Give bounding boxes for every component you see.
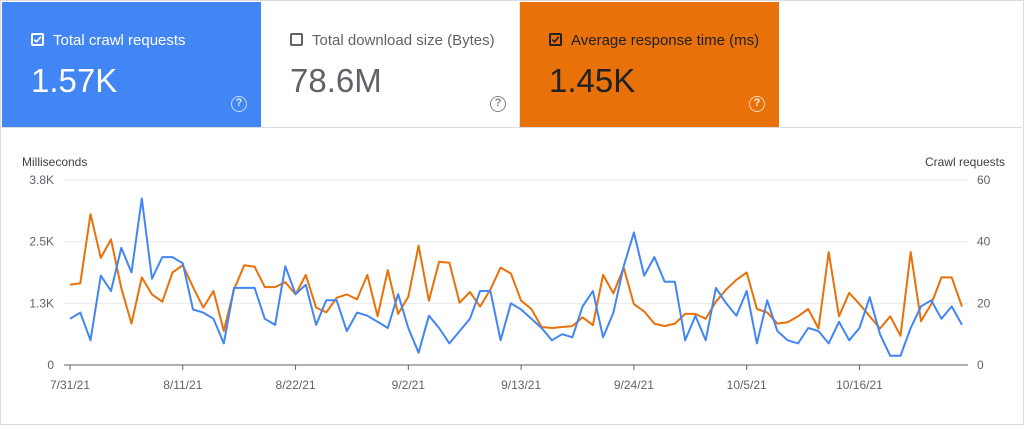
help-icon[interactable]: ? [490, 96, 506, 112]
chart-area: Milliseconds Crawl requests 0 1.3K 2.5K 3.8… [0, 128, 1024, 425]
left-tick-label: 2.5K [29, 235, 54, 249]
right-tick-label: 60 [977, 173, 991, 187]
tile-value: 78.6M [290, 62, 382, 99]
checkbox-unchecked-icon[interactable] [290, 33, 303, 46]
x-tick-label: 9/13/21 [501, 378, 541, 392]
tile-value: 1.45K [549, 62, 636, 99]
help-icon[interactable]: ? [749, 96, 765, 112]
metric-tiles: Total crawl requests 1.57K ? Total downl… [2, 2, 1022, 128]
x-tick-label: 9/2/21 [392, 378, 426, 392]
x-tick-label: 9/24/21 [614, 378, 654, 392]
x-tick-label: 10/5/21 [727, 378, 767, 392]
tile-label: Total download size (Bytes) [312, 32, 495, 49]
tile-label: Average response time (ms) [571, 32, 760, 49]
line-chart: 0 1.3K 2.5K 3.8K 0 20 40 60 7/31/21 8/11/21 8/22/2… [29, 173, 991, 392]
tile-total-download-size[interactable]: Total download size (Bytes) 78.6M ? [261, 2, 520, 127]
checkbox-checked-icon[interactable] [549, 33, 562, 46]
x-tick-label: 8/11/21 [163, 378, 202, 392]
series-line-response-time [69, 213, 963, 337]
tile-label: Total crawl requests [53, 32, 186, 49]
tile-total-crawl-requests[interactable]: Total crawl requests 1.57K ? [2, 2, 261, 127]
left-tick-label: 1.3K [29, 296, 54, 310]
tile-average-response-time[interactable]: Average response time (ms) 1.45K ? [520, 2, 779, 127]
tile-value: 1.57K [31, 62, 118, 99]
help-icon[interactable]: ? [231, 96, 247, 112]
left-tick-label: 0 [47, 358, 54, 372]
left-axis-title: Milliseconds [22, 155, 88, 169]
right-tick-label: 20 [977, 296, 991, 310]
checkbox-checked-icon[interactable] [31, 33, 44, 46]
right-tick-label: 40 [977, 235, 991, 249]
series-line-crawl-requests [69, 197, 963, 357]
left-tick-label: 3.8K [29, 173, 54, 187]
right-axis-title: Crawl requests [924, 155, 1005, 169]
x-tick-label: 7/31/21 [50, 378, 90, 392]
x-tick-label: 8/22/21 [276, 378, 316, 392]
right-tick-label: 0 [977, 358, 984, 372]
x-tick-label: 10/16/21 [836, 378, 883, 392]
